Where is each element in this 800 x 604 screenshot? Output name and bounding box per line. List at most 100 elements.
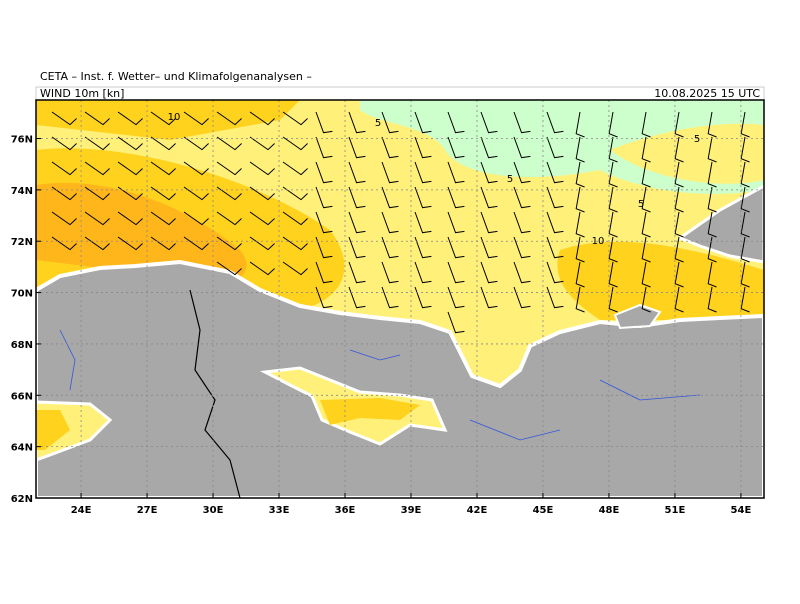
wind-barb bbox=[707, 136, 717, 163]
lat-tick-label: 62N bbox=[11, 494, 33, 505]
wind-barb bbox=[707, 236, 717, 263]
lat-tick-label: 64N bbox=[11, 443, 33, 454]
wind-barb bbox=[348, 211, 366, 234]
wind-barb bbox=[51, 211, 77, 226]
wind-barb bbox=[707, 111, 717, 138]
wind-field-10 bbox=[320, 398, 420, 425]
wind-barb bbox=[183, 186, 209, 201]
wind-barb bbox=[575, 111, 585, 138]
wind-barb bbox=[707, 211, 717, 238]
wind-barb bbox=[674, 236, 684, 263]
wind-barb bbox=[447, 111, 465, 134]
wind-barb bbox=[513, 211, 531, 234]
wind-barb bbox=[447, 161, 465, 184]
lon-tick-label: 51E bbox=[665, 505, 686, 516]
wind-barb bbox=[414, 186, 432, 209]
wind-barb bbox=[84, 136, 110, 151]
wind-barb bbox=[575, 211, 585, 238]
wind-barb bbox=[641, 111, 651, 138]
wind-barb bbox=[216, 186, 242, 201]
wind-barb bbox=[381, 186, 399, 209]
wind-barb bbox=[707, 286, 717, 313]
wind-barb bbox=[447, 261, 465, 284]
river bbox=[59, 329, 701, 441]
wind-barb bbox=[150, 111, 176, 126]
wind-barb bbox=[348, 161, 366, 184]
wind-barb bbox=[575, 261, 585, 288]
contour-label: 5 bbox=[507, 174, 513, 185]
wind-barb bbox=[608, 211, 618, 238]
wind-barb bbox=[348, 111, 366, 134]
wind-barb bbox=[513, 186, 531, 209]
valid-time: 10.08.2025 15 UTC bbox=[654, 87, 760, 100]
wind-barb bbox=[414, 211, 432, 234]
wind-barb bbox=[674, 136, 684, 163]
wind-barb bbox=[447, 136, 465, 159]
wind-barb bbox=[282, 211, 308, 226]
wind-barb bbox=[381, 211, 399, 234]
wind-barb bbox=[414, 136, 432, 159]
wind-barb bbox=[707, 186, 717, 213]
wind-barb bbox=[480, 161, 498, 184]
wind-barb bbox=[282, 186, 308, 201]
wind-barb bbox=[740, 186, 750, 213]
lon-tick-label: 54E bbox=[731, 505, 752, 516]
wind-barb bbox=[84, 111, 110, 126]
wind-barb bbox=[183, 211, 209, 226]
wind-barb bbox=[348, 261, 366, 284]
wind-barb bbox=[249, 161, 275, 176]
wind-barb bbox=[414, 261, 432, 284]
wind-barb bbox=[216, 161, 242, 176]
wind-barb bbox=[641, 211, 651, 238]
lon-tick-label: 30E bbox=[203, 505, 224, 516]
wind-barb bbox=[674, 261, 684, 288]
wind-barb bbox=[740, 136, 750, 163]
wind-barb bbox=[575, 186, 585, 213]
wind-barb bbox=[282, 136, 308, 151]
wind-barb bbox=[348, 236, 366, 259]
wind-barb bbox=[674, 111, 684, 138]
wind-barb bbox=[51, 186, 77, 201]
wind-barb bbox=[117, 186, 143, 201]
wind-barb bbox=[183, 136, 209, 151]
contour-label: 5 bbox=[694, 134, 700, 145]
wind-barb bbox=[315, 236, 333, 259]
wind-barb bbox=[674, 286, 684, 313]
wind-barb bbox=[84, 161, 110, 176]
lat-tick-label: 72N bbox=[11, 237, 33, 248]
lon-tick-label: 33E bbox=[269, 505, 290, 516]
wind-barb bbox=[546, 111, 564, 134]
map-frame bbox=[35, 99, 765, 499]
wind-barb bbox=[480, 111, 498, 134]
contour-label: 10 bbox=[592, 236, 605, 247]
land bbox=[676, 184, 764, 264]
wind-barb bbox=[641, 161, 651, 188]
wind-barb bbox=[150, 186, 176, 201]
wind-barb bbox=[575, 236, 585, 263]
institute-title: CETA – Inst. f. Wetter– und Klimafolgena… bbox=[40, 70, 312, 83]
wind-barb bbox=[150, 161, 176, 176]
wind-barb bbox=[546, 286, 564, 309]
wind-barb bbox=[513, 286, 531, 309]
wind-barb bbox=[480, 211, 498, 234]
sea-field bbox=[610, 123, 764, 184]
wind-barb bbox=[183, 236, 209, 251]
wind-barb bbox=[674, 211, 684, 238]
wind-barb bbox=[674, 161, 684, 188]
wind-barb bbox=[381, 286, 399, 309]
wind-barb bbox=[513, 111, 531, 134]
wind-barbs bbox=[51, 111, 750, 334]
wind-barb bbox=[608, 236, 618, 263]
contour-label: 5 bbox=[375, 118, 381, 129]
wind-barb bbox=[117, 236, 143, 251]
wind-barb bbox=[315, 161, 333, 184]
wind-barb bbox=[183, 161, 209, 176]
wind-field-10 bbox=[36, 410, 70, 450]
wind-barb bbox=[480, 186, 498, 209]
wind-barb bbox=[216, 261, 242, 276]
wind-barb bbox=[740, 111, 750, 138]
wind-barb bbox=[513, 261, 531, 284]
wind-barb bbox=[348, 286, 366, 309]
wind-barb bbox=[381, 161, 399, 184]
